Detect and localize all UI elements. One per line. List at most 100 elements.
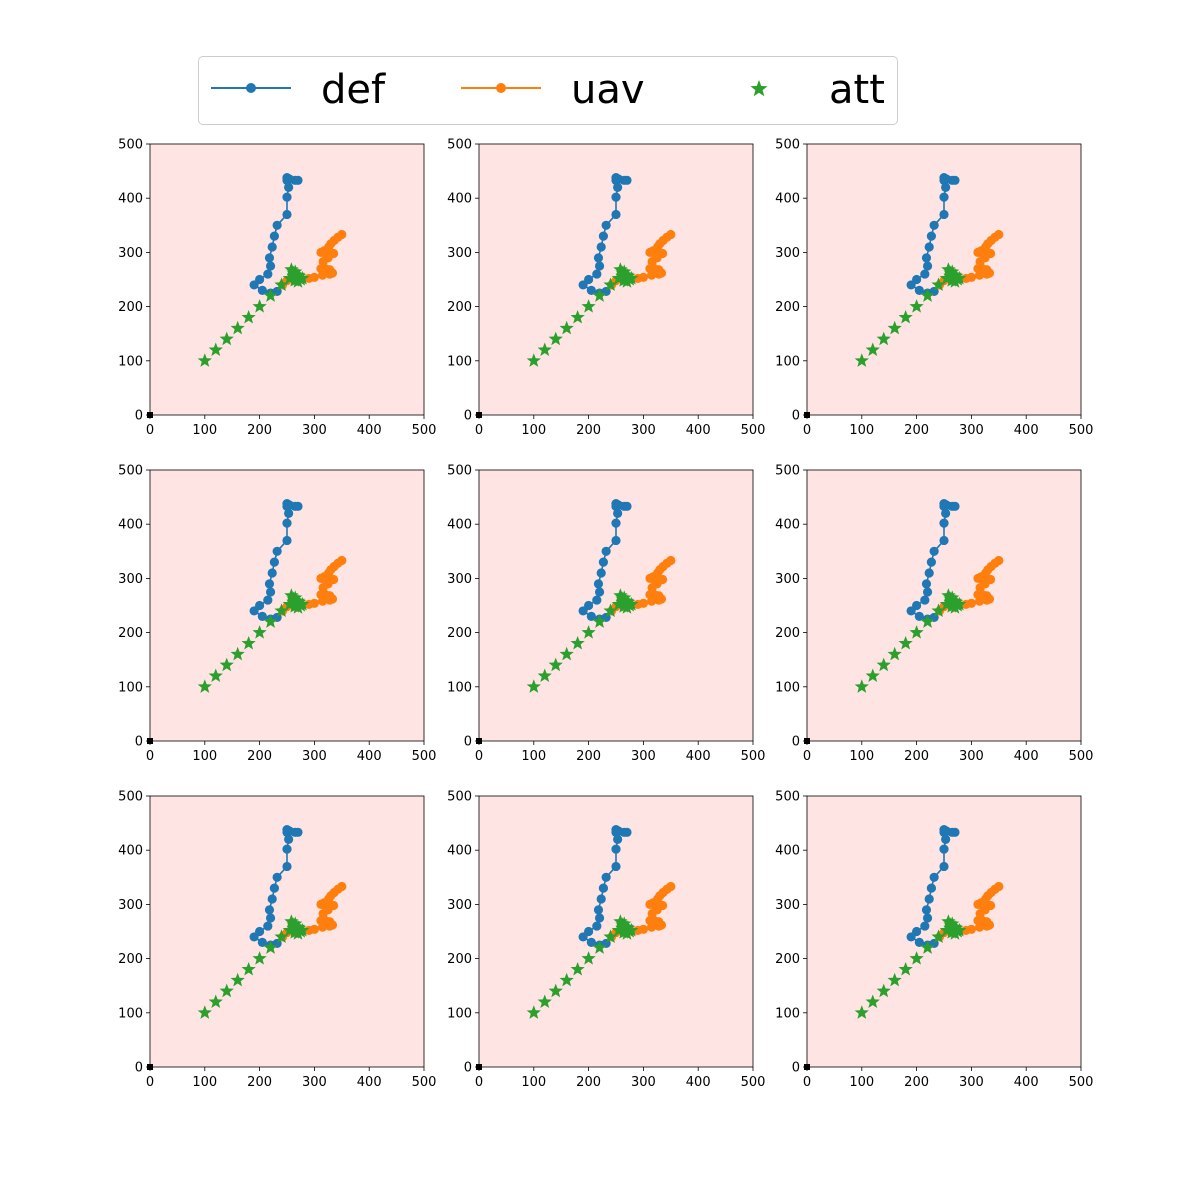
data-point-def (611, 861, 621, 872)
y-tick-label: 500 (775, 464, 800, 479)
y-tick-label: 200 (775, 626, 800, 641)
data-point-def (284, 508, 294, 518)
data-point-att (219, 983, 234, 998)
data-point-att (295, 922, 310, 937)
data-point-att (295, 596, 310, 611)
y-tick-label: 400 (118, 192, 143, 207)
x-tick-label: 100 (192, 423, 217, 438)
data-point-def (593, 253, 604, 263)
data-point-uav (318, 257, 328, 267)
x-tick-label: 200 (247, 1075, 272, 1090)
legend-marker-att (750, 80, 768, 97)
data-point-att (613, 262, 628, 276)
data-point-def (920, 921, 930, 931)
data-point-att (876, 331, 891, 346)
data-point-att (920, 940, 935, 954)
x-tick-label: 200 (576, 1075, 601, 1090)
x-tick-label: 100 (849, 749, 874, 764)
series-att (854, 262, 967, 367)
data-point-att (624, 596, 639, 611)
series-att (854, 588, 967, 693)
data-point-att (887, 320, 902, 335)
y-tick-label: 200 (447, 300, 472, 315)
data-point-def (263, 595, 273, 605)
x-tick-label: 100 (192, 749, 217, 764)
data-point-att (197, 353, 212, 367)
x-tick-label: 400 (686, 1075, 711, 1090)
data-point-def (596, 242, 606, 252)
y-tick-label: 500 (775, 138, 800, 153)
data-point-att (291, 594, 307, 609)
legend: def uav att (198, 56, 898, 125)
y-tick-label: 300 (447, 572, 472, 587)
series-def (578, 499, 632, 624)
data-point-uav (647, 583, 657, 593)
data-point-att (548, 331, 563, 346)
data-point-def (257, 611, 267, 621)
data-point-def (269, 883, 279, 893)
y-tick-label: 400 (447, 192, 472, 207)
subplot-8: 0 100 200 300 400 500 0 100 200 300 400 500 (447, 790, 765, 1091)
x-tick-label: 500 (741, 423, 766, 438)
y-tick-label: 100 (775, 354, 800, 369)
data-point-att (617, 916, 632, 930)
y-tick-label: 400 (118, 844, 143, 859)
y-tick-label: 0 (464, 735, 472, 750)
x-tick-label: 200 (904, 749, 929, 764)
subplot-9: 0 100 200 300 400 500 0 100 200 300 400 500 (775, 790, 1093, 1091)
x-tick-label: 400 (686, 423, 711, 438)
data-point-def (263, 269, 273, 279)
data-point-def (578, 606, 588, 616)
data-point-att (865, 668, 880, 683)
data-point-att (941, 914, 956, 928)
y-tick-label: 500 (118, 790, 143, 805)
x-tick-label: 200 (247, 423, 272, 438)
data-point-def (613, 834, 623, 844)
data-point-att (948, 920, 964, 935)
axes-frame (478, 143, 754, 416)
data-point-def (939, 518, 949, 528)
data-point-att (274, 277, 289, 291)
data-point-def (922, 587, 933, 597)
data-point-def (914, 285, 924, 295)
data-point-def (939, 827, 949, 837)
data-point-def (586, 937, 596, 947)
data-point-att (252, 951, 267, 965)
y-tick-label: 400 (775, 844, 800, 859)
y-tick-label: 0 (792, 409, 800, 424)
data-point-def (586, 611, 596, 621)
data-point-def (265, 261, 276, 271)
data-point-def (939, 175, 949, 185)
series-def (578, 825, 632, 950)
data-point-def (269, 231, 279, 241)
data-point-att (274, 929, 289, 943)
data-point-def (939, 861, 949, 872)
data-point-uav (318, 583, 328, 593)
x-tick-label: 0 (803, 1075, 811, 1090)
data-point-def (596, 894, 606, 904)
data-point-att (620, 268, 636, 283)
data-point-uav (975, 922, 985, 932)
subplot-6: 0 100 200 300 400 500 0 100 200 300 400 500 (775, 464, 1093, 765)
data-point-def (613, 182, 623, 192)
data-point-att (909, 951, 924, 965)
data-point-def (941, 834, 951, 844)
data-point-att (219, 331, 234, 346)
x-tick-label: 500 (412, 423, 437, 438)
series-att (197, 588, 310, 693)
y-tick-label: 0 (135, 409, 143, 424)
x-tick-label: 500 (1069, 749, 1094, 764)
data-point-att (865, 342, 880, 357)
data-point-att (288, 590, 303, 604)
x-tick-label: 300 (631, 1075, 656, 1090)
data-point-att (559, 972, 574, 987)
x-tick-label: 500 (412, 1075, 437, 1090)
data-point-def (611, 192, 621, 202)
x-tick-label: 300 (302, 749, 327, 764)
x-tick-label: 300 (631, 749, 656, 764)
subplot-1: 0 100 200 300 400 500 0 100 200 300 400 500 (118, 138, 436, 439)
y-tick-label: 300 (775, 898, 800, 913)
data-point-def (926, 231, 936, 241)
data-point-att (526, 1005, 541, 1019)
data-point-uav (647, 270, 657, 280)
